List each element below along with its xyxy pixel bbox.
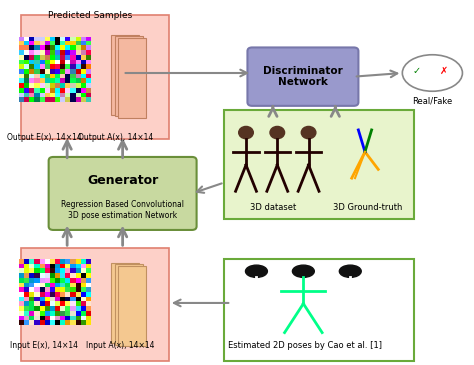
Text: 3D Ground-truth: 3D Ground-truth: [333, 203, 402, 212]
Circle shape: [301, 126, 316, 139]
Text: Regression Based Convolutional
3D pose estimation Network: Regression Based Convolutional 3D pose e…: [61, 200, 184, 220]
Text: Generator: Generator: [87, 174, 158, 187]
Text: Predicted Samples: Predicted Samples: [48, 11, 132, 20]
Bar: [118, 266, 146, 346]
Text: Output A(x), 14×14: Output A(x), 14×14: [78, 133, 153, 142]
Bar: [224, 259, 414, 361]
Circle shape: [292, 265, 314, 277]
Circle shape: [270, 126, 284, 139]
FancyBboxPatch shape: [247, 47, 358, 106]
Text: ✗: ✗: [440, 66, 448, 76]
Bar: [118, 38, 146, 118]
Bar: [111, 263, 139, 343]
Bar: [115, 264, 143, 345]
Ellipse shape: [402, 55, 463, 91]
Text: Estimated 2D poses by Cao et al. [1]: Estimated 2D poses by Cao et al. [1]: [228, 341, 382, 350]
Text: Real/Fake: Real/Fake: [412, 97, 453, 106]
Text: ✓: ✓: [412, 66, 420, 76]
Text: Discriminator
Network: Discriminator Network: [263, 66, 343, 88]
Circle shape: [339, 265, 361, 277]
Circle shape: [246, 265, 267, 277]
Circle shape: [239, 126, 253, 139]
Text: Input A(x), 14×14: Input A(x), 14×14: [86, 341, 155, 350]
Text: Input E(x), 14×14: Input E(x), 14×14: [10, 341, 78, 350]
Bar: [21, 248, 169, 361]
Bar: [21, 15, 169, 139]
Text: Output E(x), 14×14: Output E(x), 14×14: [7, 133, 82, 142]
Bar: [111, 35, 139, 115]
FancyBboxPatch shape: [49, 157, 197, 230]
Bar: [224, 110, 414, 219]
Text: 3D dataset: 3D dataset: [250, 203, 296, 212]
Bar: [115, 36, 143, 116]
